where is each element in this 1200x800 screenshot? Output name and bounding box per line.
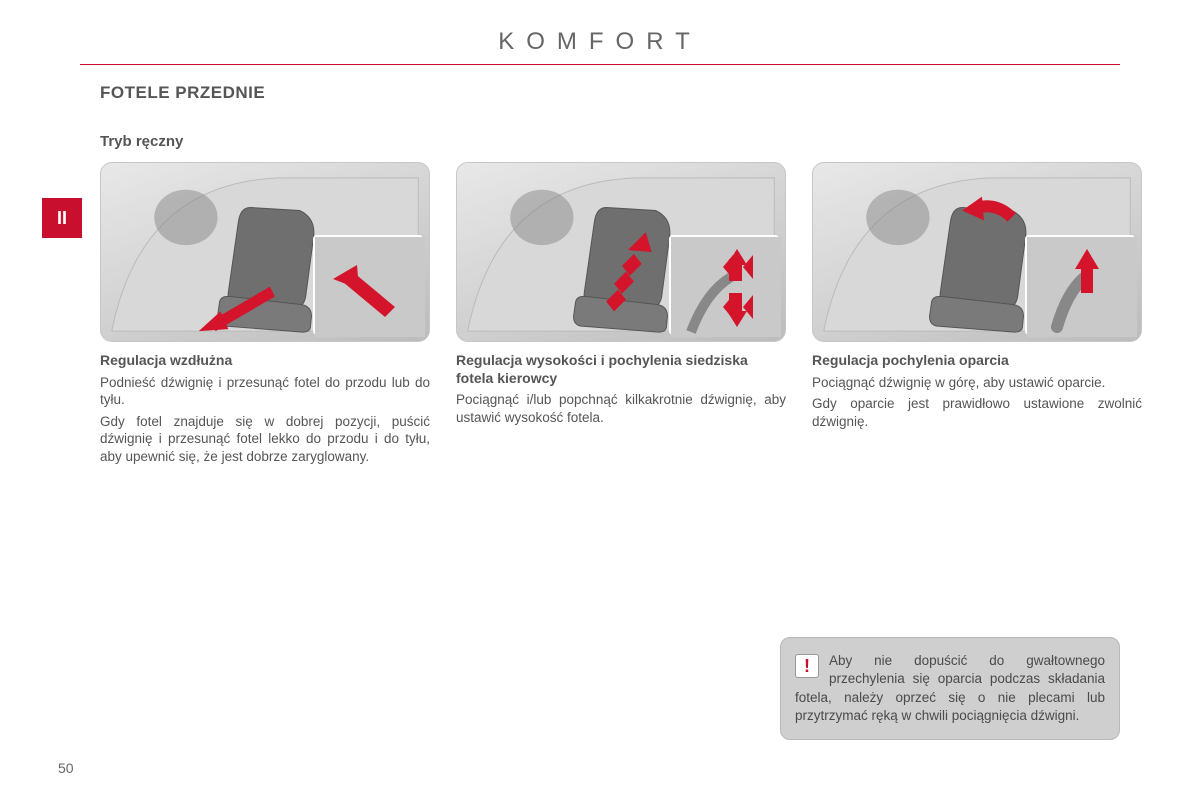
illustration-inset (313, 235, 423, 335)
content-columns: Regulacja wzdłużna Podnieść dźwignię i p… (0, 162, 1200, 465)
chapter-tab: II (42, 198, 82, 238)
item-title-1: Regulacja wzdłużna (100, 352, 430, 370)
item-title-3: Regulacja pochylenia oparcia (812, 352, 1142, 370)
item-text-3a: Pociągnąć dźwignię w górę, aby ustawić o… (812, 374, 1142, 392)
header-rule (80, 64, 1120, 65)
item-text-1b: Gdy fotel znajduje się w dobrej pozycji,… (100, 413, 430, 466)
item-text-3b: Gdy oparcie jest prawidłowo ustawione zw… (812, 395, 1142, 430)
item-title-2: Regulacja wysokości i pochylenia siedzis… (456, 352, 786, 387)
illustration-inset (669, 235, 779, 335)
page-number: 50 (58, 760, 74, 776)
inset-updown-icon (671, 237, 781, 337)
section-title: FOTELE PRZEDNIE (100, 83, 1200, 103)
column-2: Regulacja wysokości i pochylenia siedzis… (456, 162, 786, 465)
inset-lever-up-icon (1027, 237, 1137, 337)
page-header: KOMFORT (0, 0, 1200, 56)
item-text-2a: Pociągnąć i/lub popchnąć kilkakrotnie dź… (456, 391, 786, 426)
inset-arrow-icon (315, 237, 425, 337)
column-1: Regulacja wzdłużna Podnieść dźwignię i p… (100, 162, 430, 465)
item-text-1a: Podnieść dźwignię i przesunąć fotel do p… (100, 374, 430, 409)
warning-icon-label: ! (804, 657, 810, 675)
column-3: Regulacja pochylenia oparcia Pociągnąć d… (812, 162, 1142, 465)
warning-box: ! Aby nie dopuścić do gwałtownego przech… (780, 637, 1120, 740)
warning-icon: ! (795, 654, 819, 678)
illustration-inset (1025, 235, 1135, 335)
subsection-title: Tryb ręczny (100, 133, 1200, 150)
illustration-height (456, 162, 786, 342)
illustration-recline (812, 162, 1142, 342)
warning-text: Aby nie dopuścić do gwałtownego przechyl… (795, 653, 1105, 723)
illustration-longitudinal (100, 162, 430, 342)
